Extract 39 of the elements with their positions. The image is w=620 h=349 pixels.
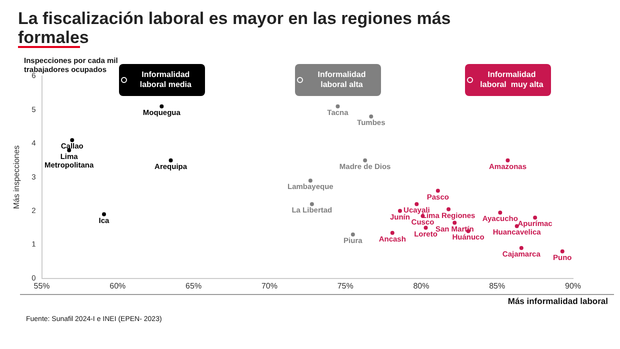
point: [336, 104, 340, 108]
legend-label: Informalidad laboral alta: [316, 70, 367, 90]
x-axis-title: Más informalidad laboral: [508, 296, 608, 306]
legend-label: Informalidad laboral muy alta: [479, 70, 544, 90]
point: [350, 232, 355, 237]
point: [398, 208, 402, 213]
point: [519, 246, 524, 250]
heading-box: Informalidad laboral muy alta: [464, 64, 551, 96]
x-tick-label: 70%: [261, 281, 278, 290]
x-tick-label: 65%: [186, 281, 202, 290]
x-tick-label: 85%: [489, 281, 506, 290]
point: [414, 202, 419, 206]
point: [168, 158, 173, 162]
point: [102, 212, 106, 216]
x-tick-label: 60%: [110, 281, 126, 290]
x-tick-label: 90%: [564, 281, 582, 290]
point: [446, 207, 451, 212]
point: [369, 114, 374, 118]
legend-label: Informalidad laboral media: [138, 70, 192, 90]
point: [452, 220, 457, 225]
point: [506, 158, 510, 162]
point: [70, 138, 74, 142]
point: [560, 249, 564, 254]
chart-title: La fiscalización laboral es mayor en las regiones más formales: [18, 9, 452, 47]
point: [498, 210, 502, 215]
heading-box: Informalidad laboral media: [118, 64, 205, 96]
point: [436, 188, 440, 193]
point: [308, 178, 312, 183]
x-tick-label: 55%: [34, 281, 50, 290]
point: [310, 202, 314, 206]
point: [160, 104, 164, 108]
point: [390, 230, 394, 235]
heading-box: Informalidad laboral alta: [294, 64, 381, 96]
x-tick-label: 80%: [413, 281, 430, 290]
point: [533, 216, 538, 220]
y-axis-title: Más inspecciones: [12, 145, 22, 209]
x-tick-label: 75%: [337, 281, 354, 290]
point: [363, 158, 368, 162]
point: [424, 226, 428, 230]
